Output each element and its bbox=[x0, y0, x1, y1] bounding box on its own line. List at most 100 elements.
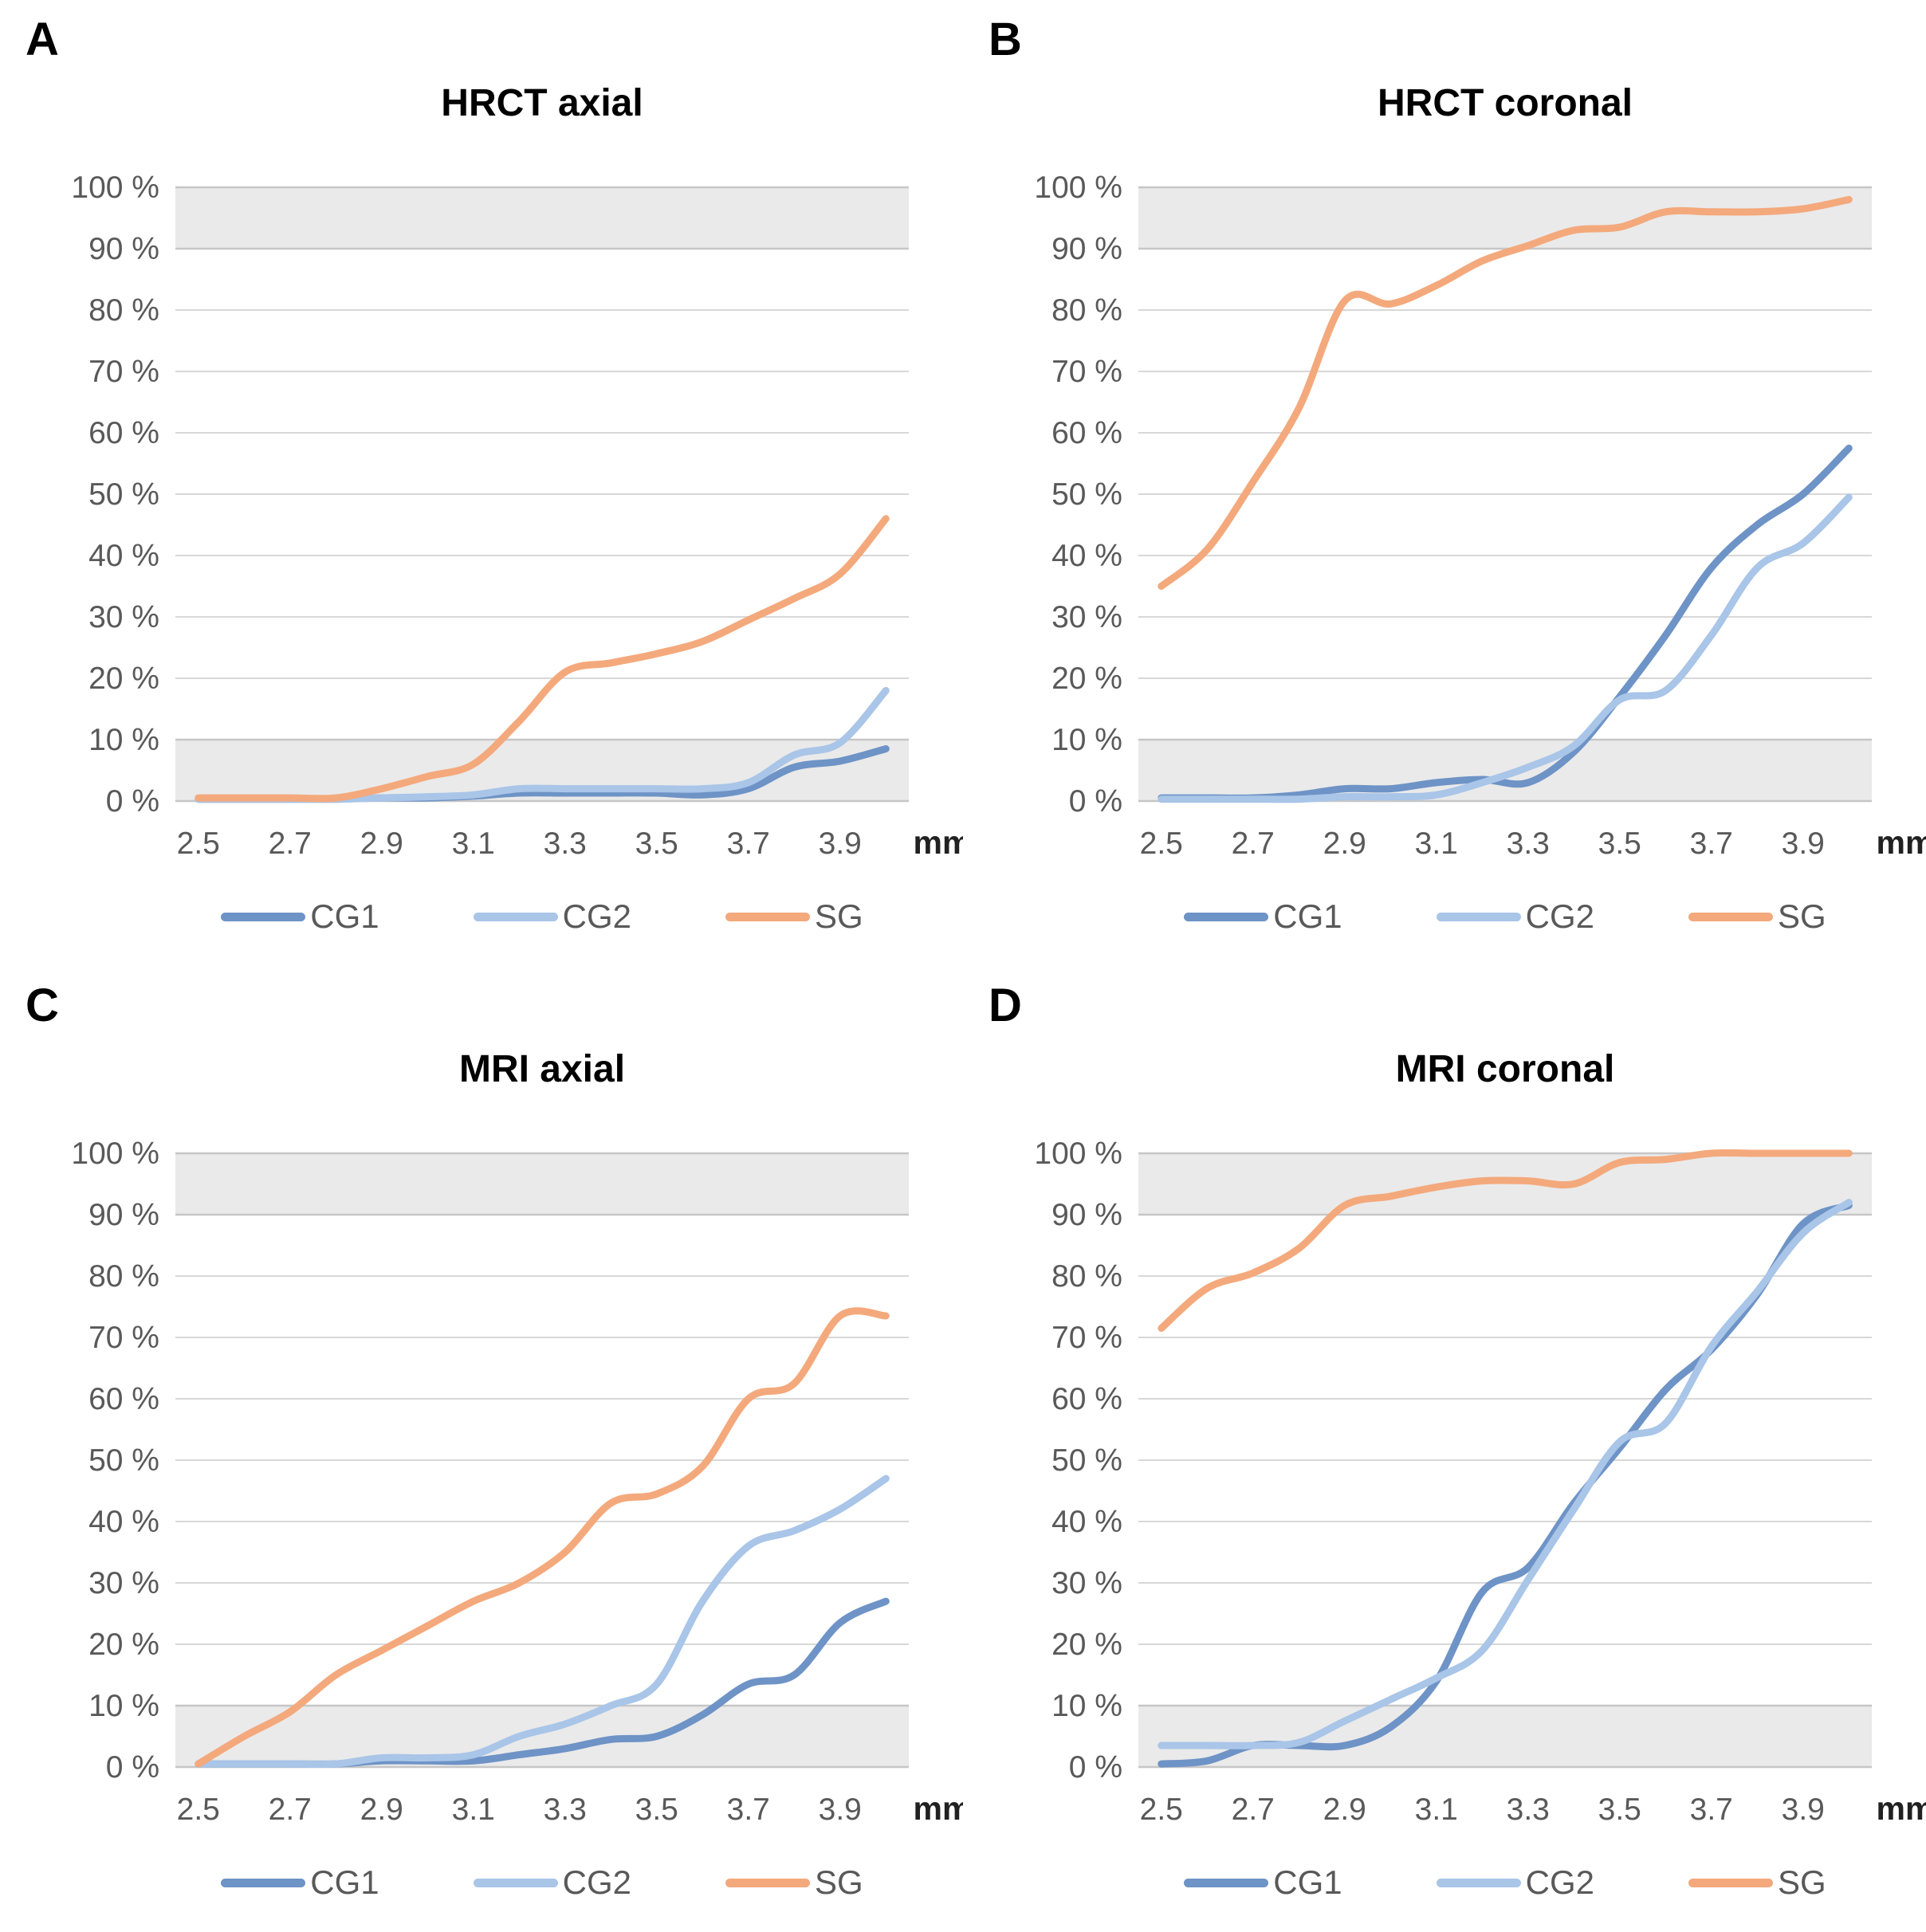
x-axis-tick-label: 3.9 bbox=[1782, 827, 1825, 861]
x-axis-tick-label: 3.5 bbox=[635, 1793, 678, 1827]
y-axis-tick-label: 30 % bbox=[1051, 600, 1122, 634]
y-axis-tick-label: 70 % bbox=[1051, 355, 1122, 389]
legend: CG1 CG2 SG bbox=[175, 897, 909, 936]
x-axis-tick-label: 3.9 bbox=[819, 1793, 862, 1827]
y-axis-tick-label: 80 % bbox=[1051, 1259, 1122, 1294]
x-axis-unit-label: mm bbox=[1877, 824, 1926, 861]
legend-item-sg: SG bbox=[725, 1863, 863, 1902]
legend-item-cg2: CG2 bbox=[1436, 897, 1595, 936]
mri-axial-line-chart: 100 % 90 % 80 % 70 % 60 % 50 % 40 % 30 % 20 % 10 … bbox=[71, 1137, 963, 1827]
x-axis-tick-label: 3.7 bbox=[727, 1793, 770, 1827]
x-axis-tick-label: 2.9 bbox=[1323, 1793, 1366, 1827]
x-axis-tick-label: 3.1 bbox=[452, 1793, 495, 1827]
y-axis-tick-label: 0 % bbox=[1069, 1750, 1122, 1785]
legend-item-cg1: CG1 bbox=[221, 1863, 379, 1902]
series-line-cg2 bbox=[195, 1475, 890, 1769]
shaded-band bbox=[1138, 187, 1872, 249]
chart-title: MRI coronal bbox=[1395, 1048, 1615, 1090]
shaded-band bbox=[175, 1153, 909, 1215]
mri-coronal-line-chart: 100 % 90 % 80 % 70 % 60 % 50 % 40 % 30 % 20 % 10 … bbox=[1034, 1137, 1926, 1827]
x-axis-unit-label: mm bbox=[914, 824, 963, 861]
x-axis-tick-label: 2.7 bbox=[1232, 827, 1275, 861]
series-line-sg bbox=[195, 1307, 890, 1768]
y-axis-tick-label: 100 % bbox=[1034, 1137, 1122, 1171]
y-axis-tick-label: 40 % bbox=[88, 539, 159, 573]
y-axis-tick-label: 70 % bbox=[88, 1321, 159, 1355]
x-axis-tick-label: 3.9 bbox=[1782, 1793, 1825, 1827]
y-axis-tick-label: 20 % bbox=[1051, 1628, 1122, 1662]
x-axis-tick-label: 3.7 bbox=[727, 827, 770, 861]
x-axis-tick-label: 3.7 bbox=[1690, 1793, 1733, 1827]
x-axis-tick-label: 3.3 bbox=[1507, 1793, 1550, 1827]
y-axis-tick-label: 100 % bbox=[1034, 171, 1122, 205]
legend-item-sg: SG bbox=[1688, 1863, 1826, 1902]
legend-label: CG2 bbox=[562, 897, 632, 935]
y-axis-tick-label: 50 % bbox=[1051, 1443, 1122, 1478]
series-line-sg bbox=[1158, 195, 1853, 590]
x-axis-tick-label: 2.5 bbox=[1140, 827, 1183, 861]
legend-item-cg1: CG1 bbox=[1184, 1863, 1342, 1902]
x-axis-tick-label: 2.7 bbox=[269, 827, 312, 861]
x-axis-tick-label: 2.7 bbox=[269, 1793, 312, 1827]
y-axis-tick-label: 90 % bbox=[1051, 1198, 1122, 1232]
y-axis-tick-label: 50 % bbox=[88, 477, 159, 512]
legend-label: CG2 bbox=[1525, 1863, 1595, 1901]
panel-hrct-coronal: B HRCT coronal 100 % 90 % 80 % 70 % 60 % 50 %… bbox=[963, 0, 1926, 966]
legend: CG1 CG2 SG bbox=[175, 1863, 909, 1902]
chart-title: MRI axial bbox=[458, 1048, 626, 1090]
legend-item-cg2: CG2 bbox=[473, 1863, 631, 1902]
legend-line-swatch-cg1 bbox=[1184, 912, 1269, 921]
y-axis-tick-label: 10 % bbox=[1051, 1689, 1122, 1723]
y-axis-tick-label: 0 % bbox=[106, 784, 159, 819]
legend-label: SG bbox=[1778, 897, 1826, 935]
y-axis-tick-label: 10 % bbox=[88, 723, 159, 757]
legend-line-swatch-cg2 bbox=[1436, 1878, 1521, 1887]
series-line-cg2 bbox=[1158, 1199, 1853, 1749]
hrct-coronal-line-chart: 100 % 90 % 80 % 70 % 60 % 50 % 40 % 30 % 20 % 10 … bbox=[1034, 171, 1926, 861]
series-line-cg1 bbox=[1158, 1201, 1853, 1768]
legend-label: SG bbox=[815, 1863, 863, 1901]
legend-line-swatch-cg1 bbox=[221, 912, 306, 921]
x-axis-tick-label: 2.9 bbox=[360, 827, 403, 861]
legend-label: CG1 bbox=[310, 1863, 379, 1901]
shaded-band bbox=[1138, 1706, 1872, 1767]
y-axis-tick-label: 30 % bbox=[88, 600, 159, 634]
y-axis-tick-label: 90 % bbox=[1051, 232, 1122, 266]
series-line-sg bbox=[1158, 1149, 1853, 1332]
y-axis-tick-label: 90 % bbox=[88, 232, 159, 266]
y-axis-tick-label: 20 % bbox=[88, 662, 159, 696]
legend-label: CG1 bbox=[1273, 897, 1342, 935]
y-axis-tick-label: 0 % bbox=[106, 1750, 159, 1785]
panel-mri-axial: C MRI axial 100 % 90 % 80 % 70 % 60 % 50 % 40 … bbox=[0, 966, 963, 1932]
x-axis-unit-label: mm bbox=[1877, 1790, 1926, 1827]
x-axis-tick-label: 3.5 bbox=[1598, 1793, 1641, 1827]
y-axis-tick-label: 100 % bbox=[71, 171, 159, 205]
legend: CG1 CG2 SG bbox=[1138, 1863, 1872, 1902]
x-axis-tick-label: 2.5 bbox=[177, 1793, 220, 1827]
legend-line-swatch-sg bbox=[1688, 912, 1774, 921]
x-axis-tick-label: 2.7 bbox=[1232, 1793, 1275, 1827]
y-axis-tick-label: 60 % bbox=[1051, 416, 1122, 450]
x-axis-tick-label: 3.5 bbox=[1598, 827, 1641, 861]
x-axis-tick-label: 3.9 bbox=[819, 827, 862, 861]
legend-line-swatch-sg bbox=[725, 1878, 811, 1887]
y-axis-tick-label: 80 % bbox=[1051, 293, 1122, 328]
y-axis-tick-label: 80 % bbox=[88, 1259, 159, 1294]
legend-line-swatch-cg1 bbox=[221, 1878, 306, 1887]
x-axis-tick-label: 3.7 bbox=[1690, 827, 1733, 861]
chart-title: HRCT axial bbox=[441, 82, 643, 124]
y-axis-tick-label: 60 % bbox=[1051, 1382, 1122, 1416]
y-axis-tick-label: 40 % bbox=[1051, 539, 1122, 573]
x-axis-tick-label: 3.3 bbox=[1507, 827, 1550, 861]
x-axis-tick-label: 2.9 bbox=[1323, 827, 1366, 861]
y-axis-tick-label: 30 % bbox=[88, 1566, 159, 1600]
legend-label: CG2 bbox=[1525, 897, 1595, 935]
legend-line-swatch-sg bbox=[725, 912, 811, 921]
legend-item-cg1: CG1 bbox=[221, 897, 379, 936]
x-axis-tick-label: 3.3 bbox=[544, 1793, 587, 1827]
shaded-band bbox=[175, 187, 909, 249]
legend-line-swatch-sg bbox=[1688, 1878, 1774, 1887]
y-axis-tick-label: 40 % bbox=[1051, 1505, 1122, 1539]
x-axis-unit-label: mm bbox=[914, 1790, 963, 1827]
